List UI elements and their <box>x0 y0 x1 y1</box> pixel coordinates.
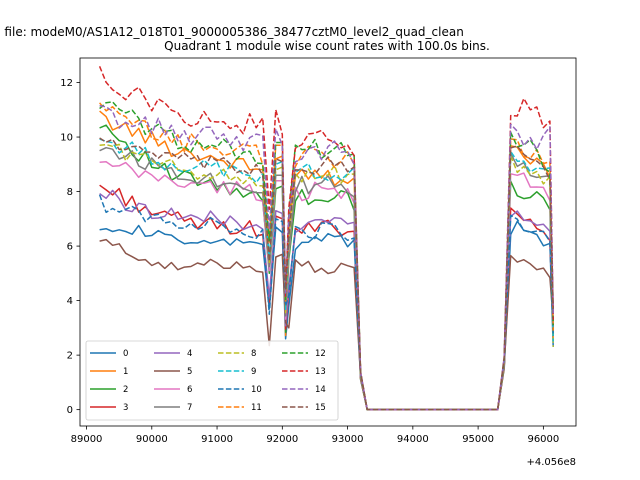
series-line-13 <box>98 66 554 411</box>
x-tick-label: 96000 <box>527 434 559 445</box>
y-tick-label: 4 <box>67 296 73 307</box>
x-tick-label: 90000 <box>136 434 168 445</box>
legend-box <box>85 340 339 421</box>
legend-label-6: 6 <box>187 385 192 395</box>
figure-suptitle: n file: modeM0/AS1A12_018T01_9000005386_… <box>0 25 464 39</box>
legend-label-15: 15 <box>315 403 326 413</box>
y-tick-label: 10 <box>60 133 73 144</box>
y-tick-label: 6 <box>67 242 73 253</box>
legend-label-5: 5 <box>187 367 192 377</box>
legend-label-9: 9 <box>251 367 256 377</box>
legend-label-12: 12 <box>315 349 326 359</box>
x-tick-label: 91000 <box>201 434 233 445</box>
legend-label-11: 11 <box>251 403 262 413</box>
x-tick-label: 92000 <box>266 434 298 445</box>
y-tick-label: 8 <box>67 187 73 198</box>
legend-label-7: 7 <box>187 403 192 413</box>
legend-label-13: 13 <box>315 367 326 377</box>
legend-label-14: 14 <box>315 385 326 395</box>
series-layer <box>98 66 554 411</box>
x-tick-label: 89000 <box>71 434 103 445</box>
y-tick-label: 12 <box>60 78 73 89</box>
legend-label-2: 2 <box>123 385 128 395</box>
legend-label-10: 10 <box>251 385 262 395</box>
y-tick-label: 0 <box>67 405 73 416</box>
legend-label-0: 0 <box>123 349 128 359</box>
x-tick-label: 94000 <box>397 434 429 445</box>
series-line-15 <box>99 137 554 411</box>
legend-label-1: 1 <box>123 367 128 377</box>
legend-label-8: 8 <box>251 349 256 359</box>
chart-title: Quadrant 1 module wise count rates with … <box>164 39 490 53</box>
x-tick-label: 93000 <box>332 434 364 445</box>
series-line-9 <box>99 138 554 411</box>
plot-area <box>98 66 554 411</box>
axes-frame <box>79 57 577 427</box>
legend-label-3: 3 <box>123 403 128 413</box>
axes-layer: 89000 90000 91000 92000 93000 94000 95000 96000… <box>60 57 577 445</box>
legend-label-4: 4 <box>187 349 192 359</box>
x-offset-label: +4.056e8 <box>526 457 576 468</box>
y-tick-label: 2 <box>67 351 73 362</box>
x-tick-label: 95000 <box>462 434 494 445</box>
